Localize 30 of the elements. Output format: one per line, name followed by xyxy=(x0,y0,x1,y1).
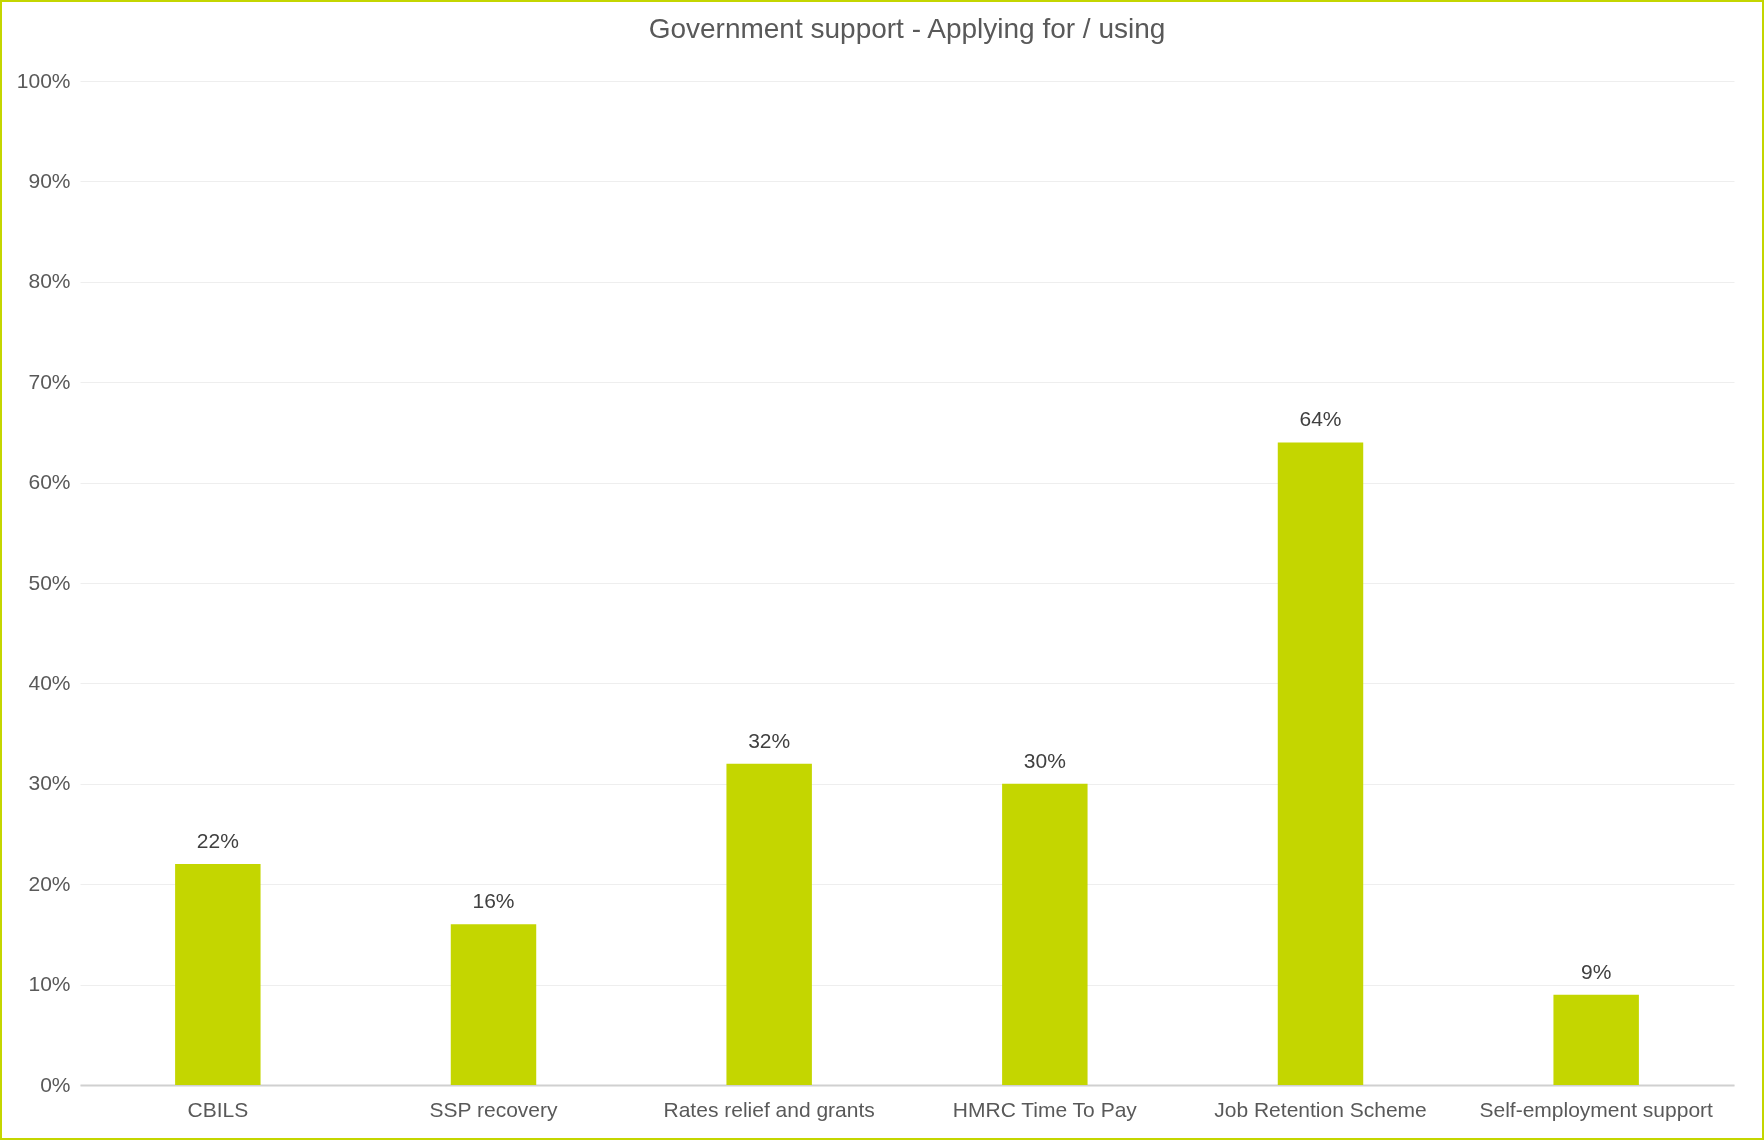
y-tick-label: 0% xyxy=(40,1072,71,1096)
data-label: 64% xyxy=(1299,407,1342,431)
y-tick-label: 80% xyxy=(28,269,71,293)
x-tick-label: Rates relief and grants xyxy=(663,1097,875,1121)
y-tick-label: 70% xyxy=(28,369,71,393)
x-tick-label: Self-employment support xyxy=(1479,1097,1714,1121)
bar xyxy=(1553,994,1639,1085)
bar xyxy=(1002,783,1088,1085)
bar xyxy=(175,864,261,1085)
y-tick-label: 10% xyxy=(28,972,71,996)
y-tick-label: 100% xyxy=(16,68,71,92)
chart-title: Government support - Applying for / using xyxy=(648,13,1166,44)
y-tick-label: 40% xyxy=(28,670,71,694)
x-tick-label: HMRC Time To Pay xyxy=(952,1097,1138,1121)
bar xyxy=(450,924,537,1085)
y-tick-label: 30% xyxy=(28,771,71,795)
data-label: 32% xyxy=(748,728,791,752)
y-tick-label: 20% xyxy=(28,871,71,895)
bar xyxy=(726,763,812,1085)
y-tick-label: 50% xyxy=(28,570,71,594)
data-label: 30% xyxy=(1023,748,1066,772)
x-tick-label: CBILS xyxy=(187,1097,249,1121)
x-tick-label: Job Retention Scheme xyxy=(1214,1097,1427,1121)
data-label: 9% xyxy=(1580,959,1612,983)
bar xyxy=(1277,442,1364,1085)
y-tick-label: 90% xyxy=(28,168,71,192)
data-label: 16% xyxy=(472,889,515,913)
x-tick-label: SSP recovery xyxy=(429,1097,558,1121)
data-label: 22% xyxy=(196,829,239,853)
y-tick-label: 60% xyxy=(28,470,71,494)
